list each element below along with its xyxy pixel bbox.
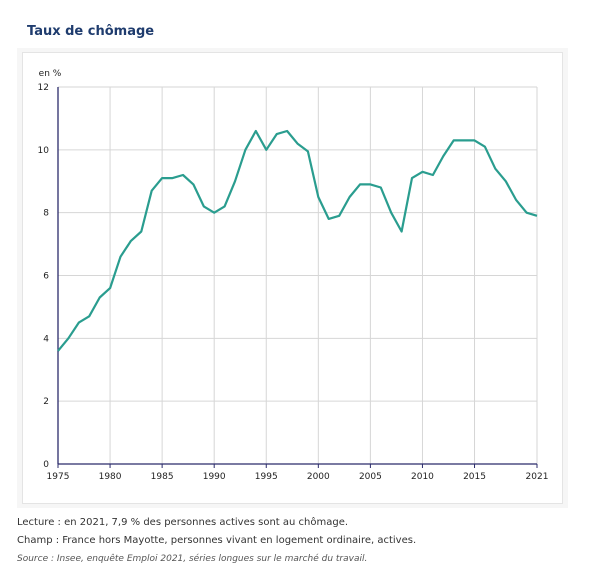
note-lecture: Lecture : en 2021, 7,9 % des personnes a… <box>17 517 349 528</box>
note-source: Source : Insee, enquête Emploi 2021, sér… <box>17 554 368 564</box>
x-tick-label: 1990 <box>203 472 226 482</box>
chart-card: 0 2 4 6 8 10 12 1975 1980 1985 1990 1995 2000 2005 201… <box>22 52 563 504</box>
y-tick-label: 2 <box>43 397 49 407</box>
x-tick-label: 1980 <box>99 472 122 482</box>
axes <box>57 87 538 468</box>
y-tick-label: 12 <box>38 83 49 93</box>
y-tick-label: 8 <box>43 209 49 219</box>
x-tick-label: 1985 <box>151 472 174 482</box>
x-tick-label: 2021 <box>526 472 549 482</box>
series-line <box>57 129 538 352</box>
x-tick-label: 1995 <box>255 472 278 482</box>
y-tick-label: 6 <box>43 272 49 282</box>
line-chart: 0 2 4 6 8 10 12 1975 1980 1985 1990 1995 2000 2005 201… <box>38 69 549 482</box>
tick-labels: 0 2 4 6 8 10 12 1975 1980 1985 1990 1995 2000 2005 201… <box>38 69 549 482</box>
chart-title: Taux de chômage <box>27 24 155 39</box>
chart-panel: 0 2 4 6 8 10 12 1975 1980 1985 1990 1995 2000 2005 201… <box>17 48 568 508</box>
x-tick-label: 2005 <box>359 472 382 482</box>
series <box>57 129 538 352</box>
y-tick-label: 10 <box>38 146 50 156</box>
x-tick-label: 1975 <box>47 472 70 482</box>
note-champ: Champ : France hors Mayotte, personnes v… <box>17 535 417 546</box>
chart-notes: Lecture : en 2021, 7,9 % des personnes a… <box>17 514 416 568</box>
y-tick-label: 4 <box>43 334 49 344</box>
grid <box>58 86 538 464</box>
x-tick-label: 2010 <box>411 472 434 482</box>
y-axis-unit-label: en % <box>39 69 62 79</box>
x-tick-label: 2000 <box>307 472 330 482</box>
x-tick-label: 2015 <box>463 472 486 482</box>
y-tick-label: 0 <box>43 460 49 470</box>
